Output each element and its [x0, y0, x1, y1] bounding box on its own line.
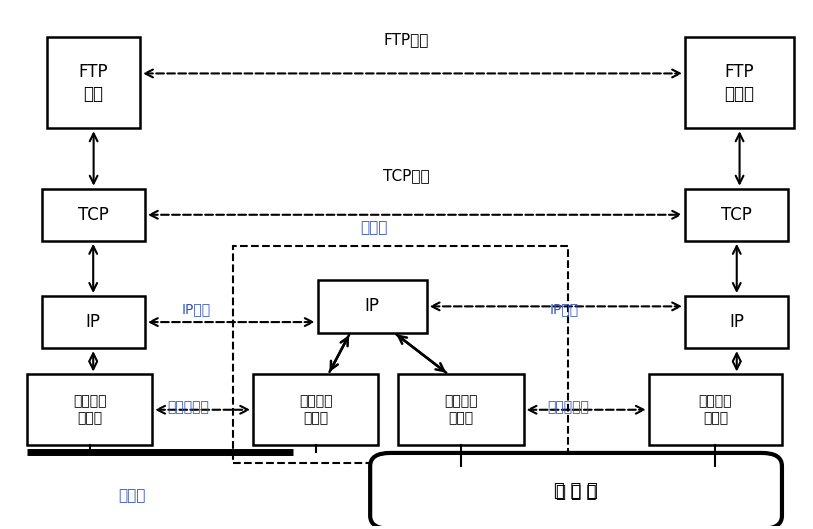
Text: FTP
服务器: FTP 服务器 [724, 62, 754, 103]
FancyBboxPatch shape [649, 375, 782, 445]
FancyBboxPatch shape [27, 375, 152, 445]
FancyBboxPatch shape [370, 453, 782, 529]
Text: TCP协议: TCP协议 [383, 168, 430, 183]
FancyBboxPatch shape [41, 296, 145, 348]
FancyBboxPatch shape [318, 280, 427, 333]
Text: 以太网驱
动程序: 以太网驱 动程序 [73, 394, 107, 425]
FancyBboxPatch shape [253, 375, 378, 445]
Text: 令牌环驱
动程序: 令牌环驱 动程序 [444, 394, 478, 425]
Text: IP: IP [729, 313, 744, 331]
Text: IP协议: IP协议 [550, 302, 579, 316]
FancyBboxPatch shape [398, 375, 524, 445]
Text: 以太网协议: 以太网协议 [167, 400, 210, 414]
Text: 路由器: 路由器 [360, 221, 388, 235]
Text: FTP
客户: FTP 客户 [79, 62, 108, 103]
Text: 令牌环驱
动程序: 令牌环驱 动程序 [698, 394, 732, 425]
Text: FTP协议: FTP协议 [384, 32, 429, 47]
Text: 令 牌 环: 令 牌 环 [556, 483, 596, 501]
Text: TCP: TCP [78, 206, 109, 224]
Text: 令 牌 环: 令 牌 环 [554, 482, 598, 500]
FancyBboxPatch shape [685, 296, 789, 348]
Text: 以太网: 以太网 [118, 488, 146, 504]
FancyBboxPatch shape [41, 189, 145, 241]
FancyBboxPatch shape [685, 37, 794, 129]
Text: IP: IP [85, 313, 101, 331]
Text: TCP: TCP [721, 206, 752, 224]
Text: IP: IP [365, 297, 380, 315]
FancyBboxPatch shape [685, 189, 789, 241]
Text: 以太网驱
动程序: 以太网驱 动程序 [299, 394, 333, 425]
Text: 令牌环协议: 令牌环协议 [547, 400, 589, 414]
Text: IP协议: IP协议 [182, 302, 211, 316]
FancyBboxPatch shape [47, 37, 140, 129]
